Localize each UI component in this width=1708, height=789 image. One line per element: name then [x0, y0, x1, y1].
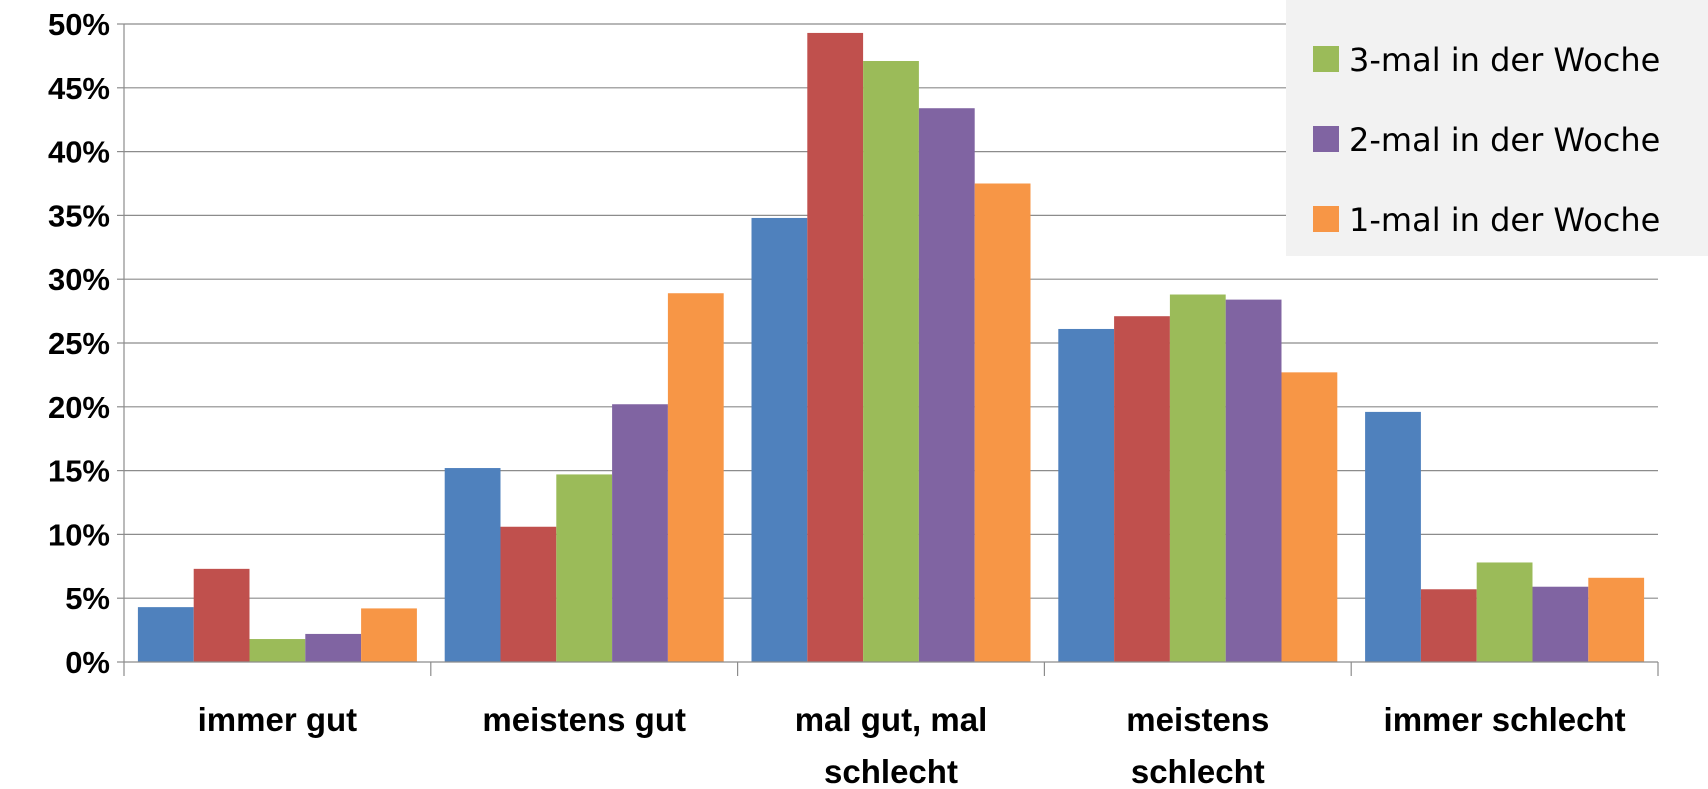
y-tick-label: 40%	[48, 135, 110, 170]
x-category-label: mal gut, mal	[795, 701, 988, 738]
bar-s1-c1	[137, 607, 194, 662]
y-tick-label: 0%	[65, 645, 110, 680]
bar-s1-c5	[1365, 411, 1421, 662]
bar-s2-c2	[500, 526, 557, 662]
y-tick-label: 45%	[48, 71, 110, 106]
bar-s4-c3	[918, 108, 975, 662]
bar-s4-c5	[1532, 586, 1589, 662]
bar-s2-c1	[193, 568, 250, 662]
x-category-label: immer gut	[198, 701, 358, 738]
bar-s2-c4	[1114, 316, 1170, 662]
y-tick-label: 50%	[48, 7, 110, 42]
bar-s3-c2	[556, 474, 613, 662]
bar-s4-c1	[305, 633, 362, 662]
legend-swatch	[1313, 126, 1339, 152]
y-tick-label: 35%	[48, 198, 110, 233]
bar-s5-c5	[1588, 577, 1645, 662]
bar-s5-c1	[361, 608, 417, 662]
bar-s1-c4	[1058, 328, 1115, 662]
y-axis: 0% 5% 10% 15% 20% 25% 30% 35% 40% 45% 50%	[48, 7, 125, 680]
legend-label: 2-mal in der Woche	[1349, 121, 1660, 159]
x-category-label: schlecht	[1131, 753, 1265, 789]
x-category-label: meistens gut	[482, 701, 686, 738]
bar-s2-c3	[807, 32, 864, 662]
bar-s1-c2	[444, 468, 501, 662]
bar-s2-c5	[1420, 589, 1477, 662]
bar-s3-c4	[1169, 294, 1226, 662]
bar-s3-c1	[249, 639, 306, 662]
x-category-label: schlecht	[824, 753, 958, 789]
y-tick-label: 25%	[48, 326, 110, 361]
bar-s3-c5	[1476, 562, 1533, 662]
bar-s4-c4	[1225, 299, 1282, 662]
y-tick-label: 30%	[48, 262, 110, 297]
x-category-label: meistens	[1126, 701, 1269, 738]
legend-label: 1-mal in der Woche	[1349, 201, 1660, 239]
y-tick-label: 5%	[65, 581, 110, 616]
legend: 3-mal in der Woche 2-mal in der Woche 1-ma…	[1286, 0, 1708, 256]
x-axis: immer gut meistens gut mal gut, mal schlech…	[123, 661, 1659, 789]
legend-box	[1286, 0, 1708, 256]
bar-s1-c3	[751, 217, 808, 662]
legend-label: 3-mal in der Woche	[1349, 41, 1660, 79]
legend-swatch	[1313, 46, 1339, 72]
y-tick-label: 20%	[48, 390, 110, 425]
bars	[137, 32, 1645, 662]
y-tick-label: 15%	[48, 454, 110, 489]
bar-s5-c3	[974, 183, 1031, 662]
y-tick-label: 10%	[48, 517, 110, 552]
legend-swatch	[1313, 206, 1339, 232]
bar-s5-c2	[667, 293, 724, 662]
x-category-label: immer schlecht	[1384, 701, 1626, 738]
bar-s3-c3	[863, 61, 919, 662]
bar-s4-c2	[612, 404, 668, 662]
bar-s5-c4	[1281, 372, 1338, 662]
